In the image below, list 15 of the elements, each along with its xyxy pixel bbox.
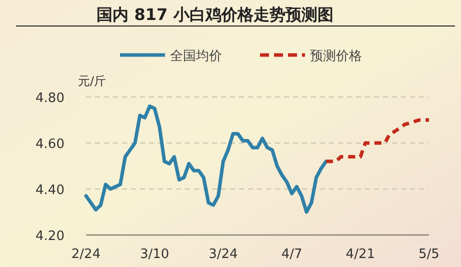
x-tick-label: 5/5: [418, 247, 440, 262]
y-axis-title: 元/斤: [78, 74, 106, 88]
x-tick-label: 3/24: [208, 247, 238, 262]
y-tick-label: 4.20: [36, 229, 64, 244]
y-tick-label: 4.80: [36, 91, 64, 106]
x-tick-label: 2/24: [71, 247, 101, 262]
legend-label: 预测价格: [310, 49, 362, 64]
legend-label: 全国均价: [170, 49, 222, 64]
chart-title: 国内 817 小白鸡价格走势预测图: [96, 5, 334, 24]
x-tick-label: 4/21: [346, 247, 375, 262]
x-tick-label: 3/10: [140, 247, 170, 262]
line-series: [324, 118, 431, 164]
x-tick-label: 4/7: [281, 247, 302, 262]
y-tick-label: 4.60: [36, 137, 64, 152]
y-tick-label: 4.40: [36, 183, 64, 198]
